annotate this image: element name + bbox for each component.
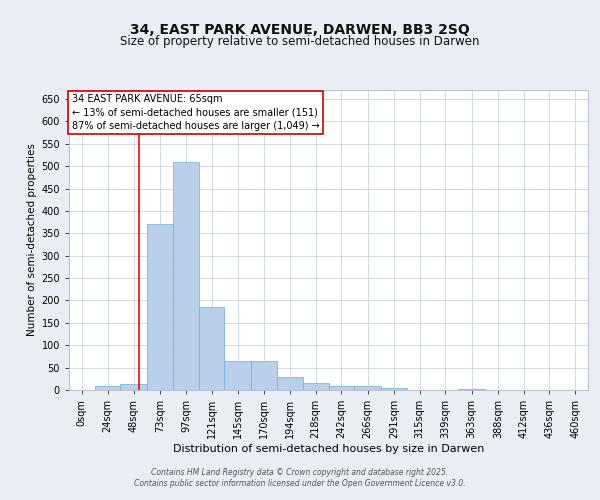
Text: Contains public sector information licensed under the Open Government Licence v3: Contains public sector information licen… [134, 480, 466, 488]
Bar [329, 386, 354, 390]
Bar [354, 386, 381, 390]
Bar [251, 361, 277, 390]
Text: Contains HM Land Registry data © Crown copyright and database right 2025.: Contains HM Land Registry data © Crown c… [151, 468, 449, 477]
Bar [95, 386, 121, 390]
Bar [147, 224, 173, 390]
Bar [173, 162, 199, 390]
Bar [277, 376, 303, 390]
Bar [199, 307, 224, 390]
Y-axis label: Number of semi-detached properties: Number of semi-detached properties [27, 144, 37, 336]
Bar [303, 384, 329, 390]
Text: 34 EAST PARK AVENUE: 65sqm
← 13% of semi-detached houses are smaller (151)
87% o: 34 EAST PARK AVENUE: 65sqm ← 13% of semi… [71, 94, 319, 131]
Text: 34, EAST PARK AVENUE, DARWEN, BB3 2SQ: 34, EAST PARK AVENUE, DARWEN, BB3 2SQ [130, 22, 470, 36]
Bar [381, 388, 407, 390]
Text: Size of property relative to semi-detached houses in Darwen: Size of property relative to semi-detach… [120, 35, 480, 48]
Bar [224, 361, 251, 390]
X-axis label: Distribution of semi-detached houses by size in Darwen: Distribution of semi-detached houses by … [173, 444, 484, 454]
Bar [458, 389, 485, 390]
Bar [121, 384, 147, 390]
